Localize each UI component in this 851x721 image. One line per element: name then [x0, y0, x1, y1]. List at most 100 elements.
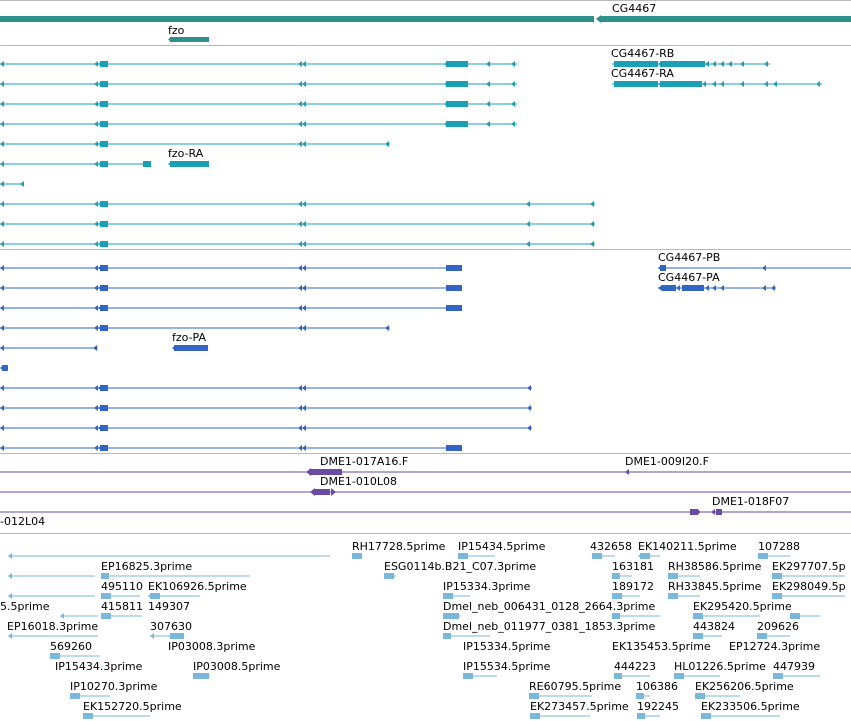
feature-label[interactable]: 163181 — [612, 560, 654, 573]
exon-block[interactable] — [614, 61, 658, 67]
exon-block[interactable] — [674, 673, 684, 679]
exon-block[interactable] — [446, 81, 468, 87]
exon-block[interactable] — [463, 673, 473, 679]
feature-label[interactable]: EK140211.5prime — [638, 540, 737, 553]
exon-block[interactable] — [2, 365, 8, 371]
exon-block[interactable] — [716, 509, 722, 515]
exon-block[interactable] — [143, 161, 151, 167]
feature-label[interactable]: IP15334.5prime — [463, 640, 551, 653]
feature-label[interactable]: IP15534.5prime — [463, 660, 551, 673]
feature-label[interactable]: CG4467-RA — [611, 67, 674, 80]
feature-label[interactable]: 149307 — [148, 600, 190, 613]
feature-label[interactable]: 447939 — [773, 660, 815, 673]
feature-label[interactable]: 209626 — [757, 620, 799, 633]
exon-block[interactable] — [660, 61, 705, 67]
exon-block[interactable] — [101, 593, 111, 599]
feature-label[interactable]: RH38586.5prime — [668, 560, 762, 573]
feature-label[interactable]: 415811 — [101, 600, 143, 613]
exon-block[interactable] — [757, 633, 767, 639]
exon-block[interactable] — [446, 101, 468, 107]
exon-block[interactable] — [458, 553, 468, 559]
est-block[interactable] — [352, 553, 362, 559]
exon-block[interactable] — [100, 81, 108, 87]
exon-block[interactable] — [443, 613, 459, 619]
feature-label[interactable]: CG4467-PB — [658, 251, 720, 264]
exon-block[interactable] — [150, 593, 160, 599]
exon-block[interactable] — [100, 265, 108, 271]
feature-label[interactable]: 5.5prime — [0, 600, 50, 613]
exon-block[interactable] — [83, 713, 93, 719]
exon-block[interactable] — [693, 613, 703, 619]
feature-label[interactable]: IP15334.3prime — [443, 580, 531, 593]
feature-label[interactable]: EK256206.5prime — [695, 680, 794, 693]
feature-label[interactable]: fzo — [168, 24, 185, 37]
exon-block[interactable] — [530, 713, 540, 719]
exon-block[interactable] — [614, 673, 622, 679]
exon-block[interactable] — [100, 141, 108, 147]
exon-block[interactable] — [446, 61, 468, 67]
exon-block[interactable] — [446, 285, 462, 291]
exon-block[interactable] — [695, 693, 705, 699]
exon-block[interactable] — [100, 285, 108, 291]
exon-block[interactable] — [100, 101, 108, 107]
feature-label[interactable]: 106386 — [636, 680, 678, 693]
feature-label[interactable]: 495110 — [101, 580, 143, 593]
exon-block[interactable] — [314, 489, 330, 495]
exon-block[interactable] — [529, 693, 539, 699]
feature-label[interactable]: fzo-RA — [168, 147, 204, 160]
feature-label[interactable]: EK135453.5prime — [612, 640, 711, 653]
exon-block[interactable] — [640, 553, 650, 559]
feature-label[interactable]: 307630 — [150, 620, 192, 633]
feature-label[interactable]: EK233506.5prime — [701, 700, 800, 713]
exon-block[interactable] — [592, 553, 602, 559]
feature-label[interactable]: EP16825.3prime — [101, 560, 192, 573]
feature-label[interactable]: EK298049.5p — [772, 580, 846, 593]
feature-label[interactable]: 189172 — [612, 580, 654, 593]
feature-label[interactable]: IP10270.3prime — [70, 680, 158, 693]
exon-block[interactable] — [636, 693, 644, 699]
gene-bar[interactable] — [0, 16, 594, 22]
feature-label[interactable]: RH17728.5prime — [352, 540, 446, 553]
exon-block[interactable] — [193, 673, 209, 679]
exon-block[interactable] — [701, 713, 711, 719]
feature-label[interactable]: IP03008.3prime — [168, 640, 256, 653]
gene-bar[interactable] — [170, 37, 209, 42]
exon-block[interactable] — [100, 425, 108, 431]
exon-block[interactable] — [100, 385, 108, 391]
exon-block[interactable] — [100, 121, 108, 127]
exon-block[interactable] — [790, 613, 800, 619]
feature-label[interactable]: -012L04 — [0, 515, 45, 528]
feature-label[interactable]: EK106926.5prime — [148, 580, 247, 593]
feature-label[interactable]: 569260 — [50, 640, 92, 653]
exon-block[interactable] — [446, 305, 462, 311]
exon-block[interactable] — [668, 573, 678, 579]
exon-block[interactable] — [174, 345, 208, 351]
exon-block[interactable] — [310, 469, 342, 475]
feature-label[interactable]: EP12724.3prime — [729, 640, 820, 653]
exon-block[interactable] — [772, 593, 782, 599]
feature-label[interactable]: HL01226.5prime — [674, 660, 766, 673]
exon-block[interactable] — [101, 573, 109, 579]
exon-block[interactable] — [100, 405, 108, 411]
exon-block[interactable] — [612, 593, 622, 599]
feature-label[interactable]: ESG0114b.B21_C07.3prime — [384, 560, 536, 573]
exon-block[interactable] — [443, 633, 451, 639]
exon-block[interactable] — [50, 653, 60, 659]
exon-block[interactable] — [668, 593, 678, 599]
exon-block[interactable] — [70, 693, 80, 699]
exon-block[interactable] — [100, 61, 108, 67]
feature-label[interactable]: 107288 — [758, 540, 800, 553]
feature-label[interactable]: DME1-010L08 — [320, 475, 397, 488]
exon-block[interactable] — [773, 673, 783, 679]
exon-block[interactable] — [690, 509, 698, 515]
exon-block[interactable] — [443, 593, 453, 599]
feature-label[interactable]: CG4467 — [612, 2, 656, 15]
feature-label[interactable]: EK297707.5p — [772, 560, 846, 573]
gene-bar[interactable] — [601, 16, 851, 22]
exon-block[interactable] — [100, 445, 108, 451]
feature-label[interactable]: CG4467-PA — [658, 271, 720, 284]
exon-block[interactable] — [100, 161, 108, 167]
exon-block[interactable] — [662, 285, 676, 291]
feature-label[interactable]: 443824 — [693, 620, 735, 633]
exon-block[interactable] — [758, 553, 768, 559]
